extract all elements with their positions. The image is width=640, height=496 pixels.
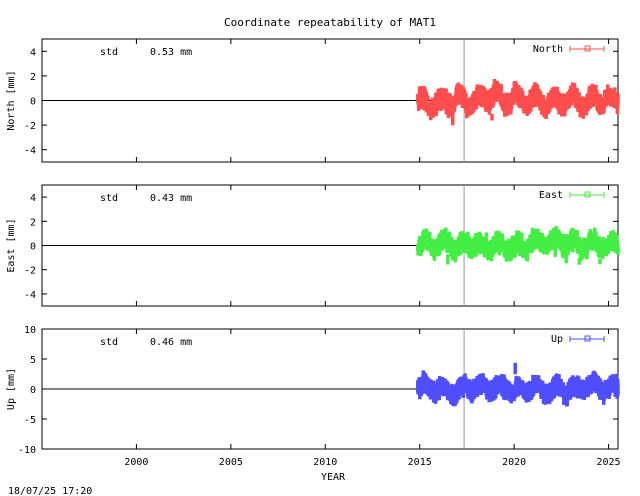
y-tick-label-east: -2 (24, 266, 36, 277)
y-tick-label-north: -2 (24, 121, 36, 132)
y-tick-label-north: 2 (30, 72, 36, 83)
data-point-east (616, 243, 620, 255)
data-point-east (446, 254, 450, 265)
y-tick-label-up: 10 (24, 325, 36, 336)
panel-east: -4 -2 0 2 4 East [mm] std 0.43 mm East (6, 184, 620, 307)
data-point-north (490, 113, 494, 121)
std-value-east: 0.43 mm (150, 193, 192, 204)
footer-timestamp: 18/07/25 17:20 (8, 486, 92, 496)
y-tick-label-east: 4 (30, 193, 36, 204)
y-tick-label-north: 4 (30, 47, 36, 58)
std-label-east: std (100, 193, 118, 204)
data-point-up (431, 380, 436, 390)
std-label-up: std (100, 337, 118, 348)
std-value-up: 0.46 mm (150, 337, 192, 348)
data-points-north (416, 79, 620, 126)
panels-group: -4 -2 0 2 4 North [mm] std 0.53 mm North -4 -2 0 2 4 E… (6, 38, 621, 468)
legend-label-east: East (539, 190, 563, 201)
x-tick-label: 2025 (597, 457, 621, 468)
legend-marker-up (584, 335, 591, 342)
y-tick-label-north: 0 (30, 97, 36, 108)
y-axis-label-up: Up [mm] (6, 368, 17, 410)
x-tick-label: 2005 (219, 457, 243, 468)
data-points-east (416, 226, 620, 265)
x-tick-label: 2010 (313, 457, 337, 468)
y-tick-label-east: -4 (24, 290, 36, 301)
legend-label-up: Up (551, 334, 563, 345)
y-axis-label-east: East [mm] (6, 218, 17, 272)
chart-title: Coordinate repeatability of MAT1 (224, 16, 436, 29)
y-tick-label-up: 5 (30, 355, 36, 366)
y-tick-label-east: 2 (30, 217, 36, 228)
legend-marker-east (584, 191, 591, 198)
data-point-north (616, 93, 620, 103)
std-label-north: std (100, 47, 118, 58)
y-tick-label-up: -5 (24, 415, 36, 426)
data-point-east (525, 249, 530, 262)
y-tick-label-north: -4 (24, 146, 36, 157)
y-axis-label-north: North [mm] (6, 70, 17, 130)
legend-label-north: North (533, 44, 563, 55)
x-tick-label: 2020 (502, 457, 526, 468)
data-point-north (499, 85, 504, 93)
y-tick-label-up: -10 (18, 445, 36, 456)
legend-marker-north (584, 45, 591, 52)
x-axis-label: YEAR (321, 472, 346, 483)
data-point-north (426, 95, 430, 101)
data-points-up (416, 362, 620, 407)
data-point-up (513, 362, 517, 375)
std-value-north: 0.53 mm (150, 47, 192, 58)
x-tick-label: 2015 (408, 457, 432, 468)
y-tick-label-east: 0 (30, 242, 36, 253)
panel-up: -10 -5 0 5 10 2000 2005 2010 2015 2020 2025 Up [mm]… (6, 325, 621, 468)
data-point-east (553, 246, 558, 257)
data-point-east (598, 258, 602, 265)
data-point-up (446, 382, 450, 388)
data-point-up (616, 383, 620, 395)
y-tick-label-up: 0 (30, 385, 36, 396)
x-tick-label: 2000 (124, 457, 148, 468)
panel-north: -4 -2 0 2 4 North [mm] std 0.53 mm North (6, 38, 620, 163)
data-point-north (451, 113, 455, 126)
data-point-east (585, 250, 590, 256)
